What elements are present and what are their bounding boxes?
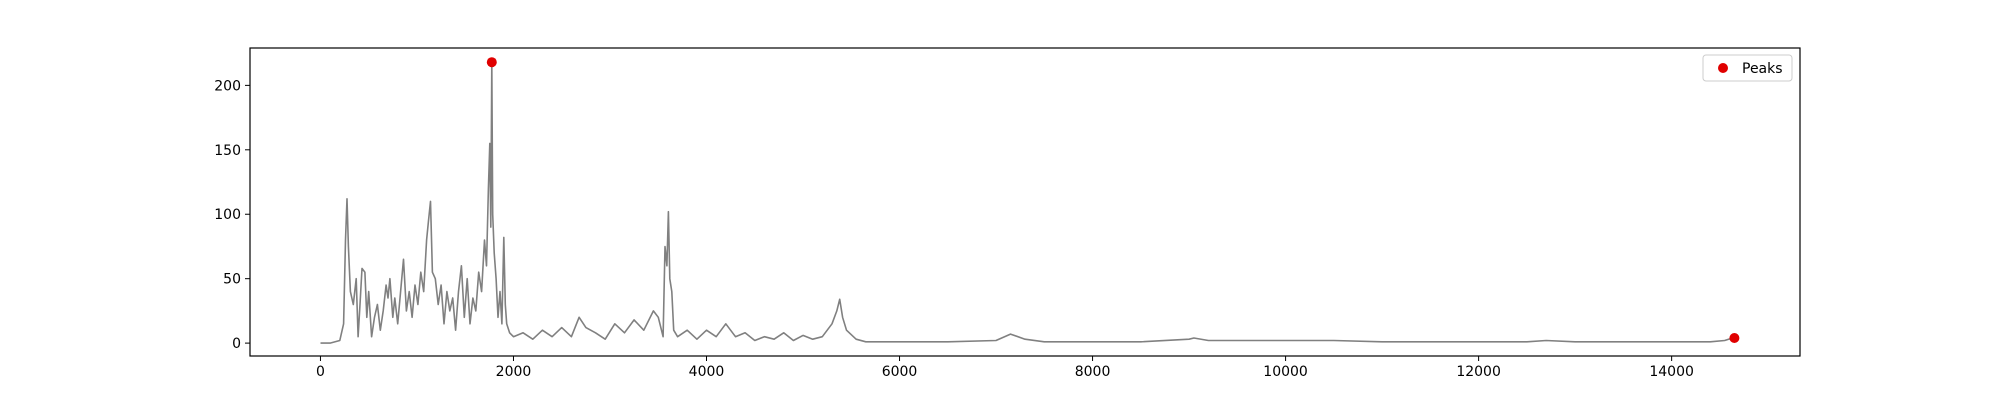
peak-marker-0 <box>486 57 497 68</box>
peak-markers-layer <box>486 57 1740 343</box>
x-tick-label: 0 <box>316 364 325 380</box>
peak-marker-1 <box>1729 333 1740 343</box>
x-tick-label: 2000 <box>496 364 532 380</box>
y-tick-label: 100 <box>214 207 241 223</box>
x-axis: 0 2000 4000 6000 8000 10000 12000 14000 <box>316 356 1694 380</box>
x-tick-label: 4000 <box>689 364 725 380</box>
legend-box <box>1702 54 1793 82</box>
y-tick-label: 50 <box>223 272 241 288</box>
x-tick-label: 6000 <box>882 364 918 380</box>
legend-label-peaks: Peaks <box>1742 61 1783 77</box>
y-tick-label: 200 <box>214 78 241 94</box>
x-tick-label: 10000 <box>1263 364 1308 380</box>
y-tick-label: 150 <box>214 143 241 159</box>
legend-marker-peaks <box>1718 63 1728 73</box>
plot-background <box>250 48 1800 356</box>
line-series-layer <box>320 61 1736 344</box>
x-tick-label: 14000 <box>1649 364 1694 380</box>
y-axis: 0 50 100 150 200 <box>214 78 250 352</box>
series-line-0 <box>320 61 1736 344</box>
plot-frame <box>249 47 1801 357</box>
x-tick-label: 12000 <box>1456 364 1501 380</box>
legend: Peaks <box>1702 54 1793 82</box>
x-tick-label: 8000 <box>1075 364 1111 380</box>
y-tick-label: 0 <box>232 336 241 352</box>
